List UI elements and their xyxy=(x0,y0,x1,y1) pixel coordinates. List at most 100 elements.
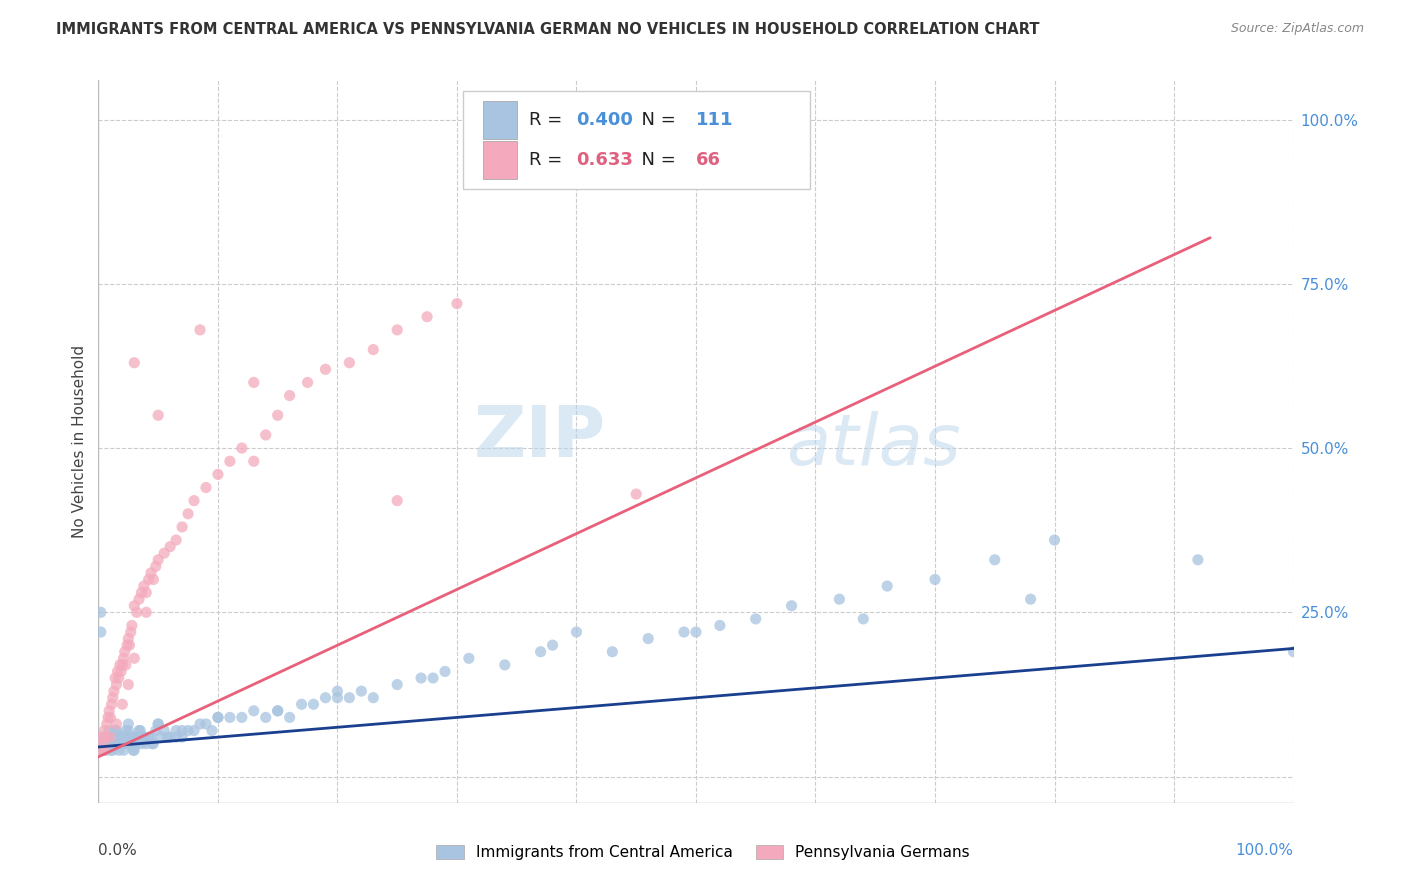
Bar xyxy=(484,101,517,139)
Point xyxy=(131,737,153,751)
Point xyxy=(115,723,138,738)
Point xyxy=(121,730,143,744)
Point xyxy=(114,737,136,751)
Point xyxy=(94,730,117,744)
Point xyxy=(107,743,129,757)
Point xyxy=(125,737,148,751)
Point xyxy=(602,645,624,659)
Point xyxy=(195,481,218,495)
Point xyxy=(93,737,115,751)
Point xyxy=(115,657,138,672)
Point xyxy=(145,559,167,574)
Point xyxy=(267,704,290,718)
Point xyxy=(141,737,163,751)
Point xyxy=(852,612,875,626)
Point xyxy=(1187,553,1209,567)
Point xyxy=(91,730,114,744)
Point xyxy=(111,737,134,751)
Point xyxy=(111,737,134,751)
Point xyxy=(108,730,131,744)
Text: 66: 66 xyxy=(696,151,721,169)
Point xyxy=(434,665,457,679)
Point xyxy=(139,730,162,744)
Text: 0.400: 0.400 xyxy=(576,111,633,129)
Point xyxy=(243,376,266,390)
Text: ZIP: ZIP xyxy=(474,403,606,473)
Point xyxy=(90,737,112,751)
Point xyxy=(98,704,121,718)
Point xyxy=(709,618,731,632)
Point xyxy=(111,657,134,672)
Text: N =: N = xyxy=(630,151,682,169)
Point xyxy=(145,723,167,738)
Point xyxy=(422,671,444,685)
Text: R =: R = xyxy=(529,111,568,129)
Point xyxy=(96,737,118,751)
Point xyxy=(828,592,851,607)
Point xyxy=(153,723,176,738)
Point xyxy=(120,625,142,640)
Point xyxy=(984,553,1007,567)
Point xyxy=(385,493,409,508)
Point xyxy=(107,737,129,751)
Point xyxy=(98,743,122,757)
Point xyxy=(124,651,146,665)
Point xyxy=(637,632,659,646)
Point xyxy=(138,730,160,744)
Point xyxy=(156,730,179,744)
Text: atlas: atlas xyxy=(786,410,960,480)
Point xyxy=(112,651,135,665)
Point xyxy=(114,645,136,659)
Point xyxy=(148,717,170,731)
Point xyxy=(124,743,146,757)
Point xyxy=(98,710,122,724)
Text: R =: R = xyxy=(529,151,568,169)
Text: 100.0%: 100.0% xyxy=(1236,843,1294,857)
Point xyxy=(745,612,768,626)
Point xyxy=(127,730,149,744)
Point xyxy=(97,710,120,724)
Bar xyxy=(484,141,517,178)
Point xyxy=(100,737,122,751)
Point xyxy=(291,698,314,712)
Point xyxy=(1043,533,1066,547)
Point xyxy=(207,467,229,482)
Point xyxy=(350,684,373,698)
Point xyxy=(139,566,162,580)
Point xyxy=(124,730,146,744)
Point xyxy=(315,362,337,376)
Text: 0.0%: 0.0% xyxy=(98,843,138,857)
Point xyxy=(117,677,139,691)
Point xyxy=(105,677,128,691)
Point xyxy=(90,625,112,640)
Point xyxy=(131,730,153,744)
Point xyxy=(458,651,481,665)
Point xyxy=(93,723,115,738)
Point xyxy=(302,698,325,712)
Point xyxy=(101,737,124,751)
Point xyxy=(207,710,229,724)
Point xyxy=(101,743,124,757)
Point xyxy=(183,493,205,508)
Point xyxy=(243,704,266,718)
Point xyxy=(105,717,128,731)
Point xyxy=(132,579,155,593)
Point xyxy=(626,487,648,501)
Point xyxy=(125,605,148,619)
Point xyxy=(117,717,139,731)
Point xyxy=(90,743,112,757)
Point xyxy=(121,618,143,632)
Point xyxy=(254,710,277,724)
Point xyxy=(207,710,229,724)
Point xyxy=(108,737,131,751)
Point xyxy=(924,573,946,587)
Point xyxy=(96,717,118,731)
Point xyxy=(105,723,128,738)
Point xyxy=(411,671,433,685)
Point xyxy=(128,723,150,738)
FancyBboxPatch shape xyxy=(463,91,810,189)
Point xyxy=(98,730,122,744)
Point xyxy=(117,723,139,738)
Point xyxy=(363,343,385,357)
Point xyxy=(91,737,114,751)
